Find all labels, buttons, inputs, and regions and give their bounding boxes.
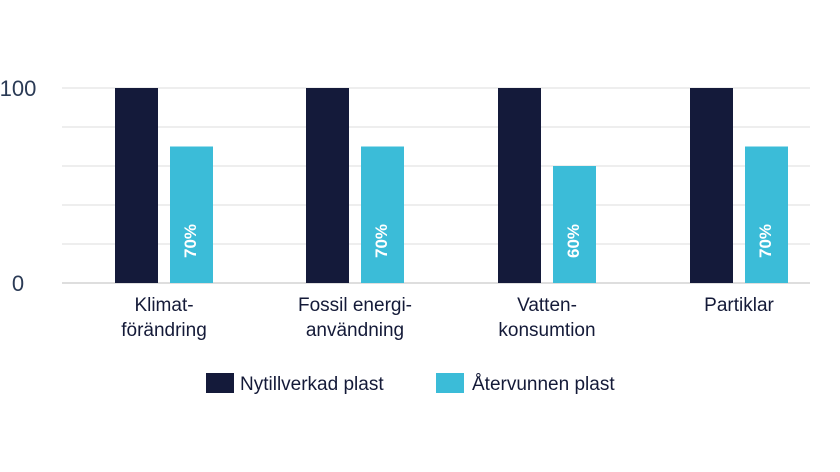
y-tick-label: 100	[0, 76, 36, 101]
bar-data-label: 70%	[372, 224, 391, 258]
category-label: Partiklar	[704, 295, 774, 316]
bar-series-1	[498, 88, 541, 283]
legend: Nytillverkad plast Återvunnen plast	[206, 373, 615, 395]
bar-data-label: 60%	[564, 224, 583, 258]
category-label: Vatten-konsumtion	[498, 295, 595, 341]
bar-series-2	[745, 146, 788, 283]
bar-series-2	[361, 146, 404, 283]
legend-swatch-series-2	[436, 373, 464, 393]
category-label: Fossil energi-användning	[298, 295, 412, 341]
bar-series-1	[690, 88, 733, 283]
legend-label-series-1: Nytillverkad plast	[240, 374, 384, 395]
bar-series-1	[115, 88, 158, 283]
y-tick-label: 0	[12, 271, 24, 296]
bar-series-2	[170, 146, 213, 283]
bars	[115, 88, 788, 283]
category-label: Klimat-förändring	[121, 295, 207, 341]
data-labels: 70% 70% 60% 70%	[181, 224, 775, 258]
bar-data-label: 70%	[181, 224, 200, 258]
bar-series-2	[553, 166, 596, 283]
legend-swatch-series-1	[206, 373, 234, 393]
category-labels: Klimat-förändring Fossil energi-användnin…	[121, 295, 774, 341]
bar-data-label: 70%	[756, 224, 775, 258]
y-axis-tick-labels: 0 100	[0, 76, 36, 296]
legend-label-series-2: Återvunnen plast	[472, 374, 615, 395]
bar-series-1	[306, 88, 349, 283]
